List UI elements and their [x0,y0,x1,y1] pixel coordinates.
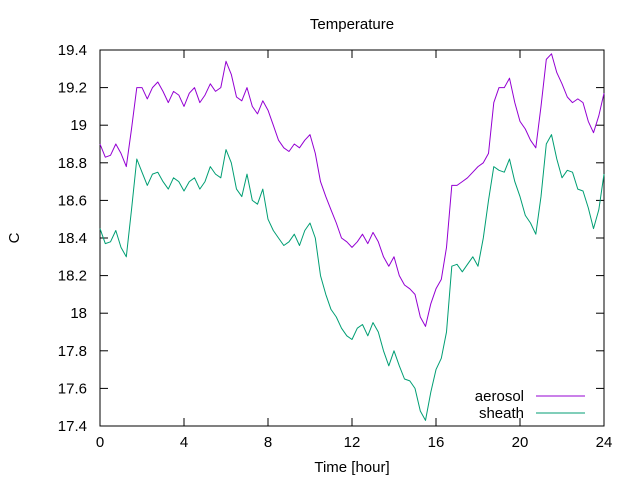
y-axis-label: C [6,232,23,243]
series-lines [99,53,605,421]
series-line-sheath [99,134,605,421]
x-tick-label: 24 [596,434,613,451]
chart-title: Temperature [310,16,394,33]
x-tick-label: 20 [512,434,529,451]
y-tick-label: 17.8 [58,343,87,360]
x-axis-label: Time [hour] [314,459,389,476]
x-tick-label: 8 [264,434,272,451]
x-tick-label: 0 [96,434,104,451]
y-tick-label: 18.2 [58,268,87,285]
plot-frame [99,49,605,427]
x-tick-label: 16 [428,434,445,451]
x-tick-label: 4 [180,434,188,451]
y-tick-label: 18.8 [58,155,87,172]
y-tick-label: 19.2 [58,80,87,97]
y-tick-label: 19 [70,117,87,134]
y-tick-label: 18.6 [58,192,87,209]
y-tick-label: 17.4 [58,418,87,435]
axis-ticks: 0 4 8 12 16 20 24 17.4 17.6 17.8 18 18.2 18.4 18.6 18.… [58,42,613,451]
y-tick-label: 18 [70,305,87,322]
legend-label-sheath: sheath [479,405,524,422]
y-tick-label: 18.4 [58,230,87,247]
x-tick-label: 12 [344,434,361,451]
y-tick-label: 19.4 [58,42,87,59]
legend-label-aerosol: aerosol [475,388,524,405]
y-tick-label: 17.6 [58,380,87,397]
series-line-aerosol [99,53,605,327]
